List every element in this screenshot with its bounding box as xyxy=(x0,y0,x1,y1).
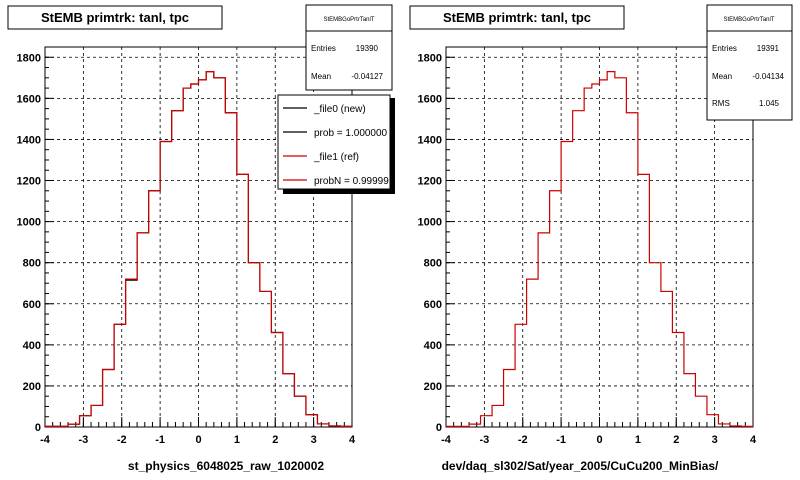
title-box-2 xyxy=(409,5,625,30)
x-tick-label: 1 xyxy=(234,434,240,446)
y-tick-label: 1400 xyxy=(418,134,442,146)
plot-area-2: -4 -3 -2 -1 0 1 2 3 4 0 200 400 600 800 1000 1200 1400 16… xyxy=(418,46,757,446)
plot-frame xyxy=(445,46,754,428)
histogram-series-2 xyxy=(44,71,353,427)
y-tick-label: 400 xyxy=(23,340,41,352)
x-axis-label-2: dev/daq_sl302/Sat/year_2005/CuCu200_MinB… xyxy=(442,459,719,473)
x-tick-label: -1 xyxy=(556,434,566,446)
x-tick-label: -1 xyxy=(155,434,165,446)
stats-header-1: StEMBGoPrtrTanlT xyxy=(323,17,374,23)
stats-entries-value-2: 19391 xyxy=(757,44,780,53)
y-tick-label: 200 xyxy=(23,381,41,393)
x-tick-label: 4 xyxy=(349,434,356,446)
stats-entries-value-1: 19390 xyxy=(356,44,379,53)
legend-1: _file0 (new) prob = 1.000000 _file1 (ref) p… xyxy=(277,94,395,194)
y-tick-label: 1600 xyxy=(418,93,442,105)
y-tick-label: 800 xyxy=(424,258,442,270)
x-tick-label: -2 xyxy=(117,434,127,446)
x-tick-label: -4 xyxy=(441,434,452,446)
x-tick-label: 3 xyxy=(311,434,317,446)
legend-label-2: prob = 1.000000 xyxy=(314,128,388,139)
y-tick-label: 1000 xyxy=(418,217,442,229)
y-tick-label: 1200 xyxy=(418,176,442,188)
x-tick-label: 1 xyxy=(635,434,641,446)
y-tick-label: 1800 xyxy=(418,52,442,64)
stats-header-2: StEMBGoPrtrTanlT xyxy=(723,17,774,23)
legend-label-1: _file0 (new) xyxy=(313,104,366,115)
x-tick-label: -2 xyxy=(518,434,528,446)
stats-mean-value-1: -0.04127 xyxy=(351,72,383,81)
y-tick-label: 1600 xyxy=(17,93,41,105)
y-tick-label: 800 xyxy=(23,258,41,270)
x-axis-label-1: st_physics_6048025_raw_1020002 xyxy=(128,459,324,473)
y-tick-label: 1200 xyxy=(17,176,41,188)
x-tick-label: -4 xyxy=(40,434,51,446)
x-tick-label: 2 xyxy=(272,434,278,446)
stats-mean-label-1: Mean xyxy=(311,72,331,81)
x-tick-label: 0 xyxy=(195,434,201,446)
legend-label-4: probN = 0.99999 xyxy=(314,176,389,187)
x-tick-label: 3 xyxy=(712,434,718,446)
y-tick-label: 1800 xyxy=(17,52,41,64)
x-tick-label: -3 xyxy=(78,434,88,446)
x-tick-label: -3 xyxy=(479,434,489,446)
stats-entries-label-2: Entries xyxy=(712,44,737,53)
title-box-1 xyxy=(7,5,223,30)
stats-box-1: StEMBGoPrtrTanlT Entries 19390 Mean -0.0… xyxy=(305,4,393,91)
stats-mean-label-2: Mean xyxy=(712,72,732,81)
y-tick-label: 600 xyxy=(424,299,442,311)
stats-rms-label-2: RMS xyxy=(712,99,730,108)
y-tick-label: 0 xyxy=(35,422,41,434)
legend-label-3: _file1 (ref) xyxy=(313,152,359,163)
stats-entries-label-1: Entries xyxy=(311,44,336,53)
stats-rms-value-2: 1.045 xyxy=(759,99,780,108)
y-tick-label: 0 xyxy=(436,422,442,434)
chart-title-1: StEMB primtrk: tanl, tpc xyxy=(41,10,189,25)
stats-mean-value-2: -0.04134 xyxy=(752,72,784,81)
y-tick-label: 1000 xyxy=(17,217,41,229)
histogram-series-1 xyxy=(445,71,754,427)
x-tick-label: 0 xyxy=(596,434,602,446)
x-tick-label: 4 xyxy=(750,434,757,446)
y-tick-label: 200 xyxy=(424,381,442,393)
y-tick-label: 400 xyxy=(424,340,442,352)
chart-title-2: StEMB primtrk: tanl, tpc xyxy=(443,10,591,25)
stats-box-2: StEMBGoPrtrTanlT Entries 19391 Mean -0.0… xyxy=(706,4,793,121)
y-tick-label: 600 xyxy=(23,299,41,311)
y-tick-label: 1400 xyxy=(17,134,41,146)
x-tick-label: 2 xyxy=(673,434,679,446)
